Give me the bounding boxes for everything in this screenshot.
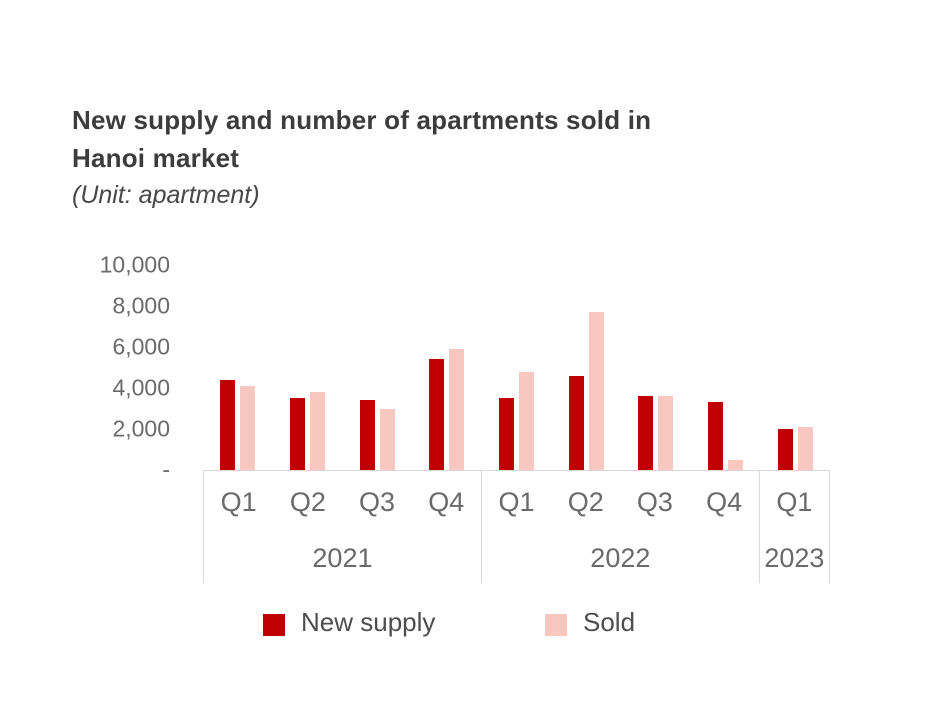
legend: New supply Sold [0,602,929,642]
legend-label-new-supply: New supply [301,606,436,637]
quarter-label-q2-2022: Q2 [567,486,604,517]
legend-item-new-supply: New supply [263,602,435,642]
quarter-label-q1-2021: Q1 [220,486,257,517]
quarter-row-2021: Q1 Q2 Q3 Q4 [204,471,481,533]
quarter-row-2023: Q1 [760,471,829,533]
year-section-2022: Q1 Q2 Q3 Q4 2022 [480,471,759,583]
quarter-label-q4-2022: Q4 [706,486,743,517]
bar-sold-q1-2022 [519,371,535,470]
bar-sold-q3-2022 [658,396,674,470]
bar-new-supply-q4-2021 [429,359,445,470]
bar-sold-q2-2021 [310,392,325,470]
bar-new-supply-q1-2023 [777,429,793,470]
bar-sold-q1-2021 [240,385,256,470]
bar-sold-q4-2022 [728,459,744,470]
chart-title-line2: Hanoi market [72,143,240,173]
y-tick-0: - [162,456,170,483]
bar-sold-q4-2021 [449,349,465,470]
year-label-2021: 2021 [312,542,373,573]
quarter-label-q1-2023: Q1 [776,486,813,517]
year-label-2023: 2023 [764,542,825,573]
y-axis: 10,000 8,000 6,000 4,000 2,000 - [78,251,170,483]
y-tick-4000: 4,000 [112,374,170,401]
chart-title-line1: New supply and number of apartments sold… [72,105,652,135]
quarter-row-2022: Q1 Q2 Q3 Q4 [482,471,759,533]
title-block: New supply and number of apartments sold… [72,101,752,212]
y-tick-2000: 2,000 [112,415,170,442]
chart-title: New supply and number of apartments sold… [72,101,752,177]
quarter-label-q1-2022: Q1 [498,486,535,517]
bar-group-q4-2022 [691,265,761,470]
x-axis: Q1 Q2 Q3 Q4 2021 Q1 Q2 Q3 Q4 2022 Q1 2023 [203,471,830,583]
bar-sold-q3-2021 [379,408,395,470]
legend-item-sold: Sold [545,602,635,642]
bar-group-q3-2021 [342,265,412,470]
bar-group-q1-2023 [760,265,830,470]
quarter-label-q3-2021: Q3 [359,486,396,517]
bar-new-supply-q4-2022 [708,402,724,470]
bar-group-q3-2022 [621,265,691,470]
bar-new-supply-q3-2022 [638,396,654,470]
bar-new-supply-q2-2021 [290,398,305,470]
year-section-2023: Q1 2023 [758,471,829,583]
bar-group-q1-2022 [482,265,552,470]
quarter-label-q3-2022: Q3 [636,486,673,517]
plot-area [203,265,830,471]
bar-new-supply-q1-2021 [220,379,236,470]
chart-subtitle: (Unit: apartment) [72,181,260,209]
quarter-label-q4-2021: Q4 [428,486,465,517]
legend-swatch-sold [545,614,567,636]
year-label-2022: 2022 [590,542,651,573]
y-tick-10000: 10,000 [99,251,170,278]
bar-new-supply-q3-2021 [359,400,375,470]
bar-new-supply-q2-2022 [568,375,584,470]
bar-sold-q1-2023 [797,426,813,470]
year-section-2021: Q1 Q2 Q3 Q4 2021 [203,471,481,583]
bar-sold-q2-2022 [588,312,604,470]
bar-group-q2-2022 [551,265,621,470]
bar-group-q2-2021 [273,265,343,470]
y-tick-6000: 6,000 [112,333,170,360]
bar-new-supply-q1-2022 [499,398,515,470]
bar-group-q4-2021 [412,265,482,470]
y-tick-8000: 8,000 [112,292,170,319]
legend-swatch-new-supply [263,614,285,636]
legend-label-sold: Sold [583,606,636,637]
quarter-label-q2-2021: Q2 [289,486,326,517]
bar-group-q1-2021 [203,265,273,470]
